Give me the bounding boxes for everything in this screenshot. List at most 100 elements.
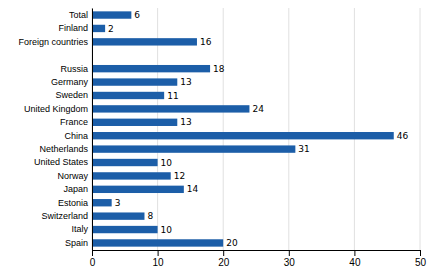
grid-line: [420, 8, 421, 250]
y-tick: Estonia: [58, 198, 88, 208]
x-tick-label: 40: [349, 257, 361, 268]
data-labels: 201083141210314613241113181626: [108, 10, 408, 248]
grid-line: [92, 8, 93, 250]
data-label: 6: [134, 10, 140, 20]
y-tick-label: Finland: [58, 23, 88, 33]
y-tick: Norway: [57, 171, 88, 181]
x-tick-label: 50: [415, 257, 427, 268]
y-tick: Foreign countries: [18, 37, 88, 47]
bars: [92, 11, 394, 246]
x-tick: 10: [153, 250, 165, 268]
y-tick: Finland: [58, 23, 88, 33]
x-tick: 40: [349, 250, 361, 268]
data-label: 13: [180, 117, 191, 127]
chart: 0 10 20 30 40 50 Spain Italy Switzerland Estonia J…: [0, 0, 442, 272]
y-tick: Germany: [51, 77, 89, 87]
x-tick-mark: [420, 250, 421, 256]
y-tick-label: United States: [34, 157, 89, 167]
bar: [92, 199, 112, 206]
bar: [92, 92, 164, 99]
y-axis: Spain Italy Switzerland Estonia Japan Norway U…: [18, 9, 92, 251]
y-tick-label: Italy: [71, 224, 88, 234]
x-tick: 50: [415, 250, 427, 268]
data-label: 46: [397, 131, 409, 141]
x-tick-mark: [354, 250, 355, 256]
x-tick-label: 20: [218, 257, 230, 268]
data-label: 10: [161, 225, 173, 235]
y-tick: Japan: [63, 184, 88, 194]
bar: [92, 78, 177, 85]
data-label: 8: [147, 211, 153, 221]
data-label: 18: [213, 64, 225, 74]
bar: [92, 186, 184, 193]
x-tick-mark: [158, 250, 159, 256]
plot: 0 10 20 30 40 50 Spain Italy Switzerland Estonia J…: [18, 8, 426, 268]
y-tick: United States: [34, 157, 89, 167]
y-tick-label: United Kingdom: [24, 104, 88, 114]
data-label: 11: [167, 91, 178, 101]
x-tick-label: 10: [153, 257, 165, 268]
y-tick-label: Germany: [51, 77, 89, 87]
y-tick-label: France: [60, 117, 88, 127]
y-tick-label: Russia: [60, 64, 88, 74]
y-tick-label: Japan: [63, 184, 88, 194]
grid-line: [354, 8, 355, 250]
y-axis-line: [92, 9, 93, 251]
y-tick-label: Sweden: [55, 90, 88, 100]
y-tick: United Kingdom: [24, 104, 88, 114]
bar: [92, 119, 177, 126]
grid-line: [223, 8, 224, 250]
bar: [92, 159, 158, 166]
data-label: 3: [115, 198, 121, 208]
bar: [92, 212, 144, 219]
x-tick-label: 30: [284, 257, 296, 268]
y-tick: Spain: [65, 238, 88, 248]
y-tick: Switzerland: [41, 211, 88, 221]
bar: [92, 11, 131, 18]
bar: [92, 226, 158, 233]
y-tick-label: Spain: [65, 238, 88, 248]
data-label: 13: [180, 77, 191, 87]
x-tick: 20: [218, 250, 230, 268]
bar: [92, 132, 394, 139]
bar: [92, 145, 295, 152]
data-label: 20: [226, 238, 238, 248]
y-tick: Netherlands: [39, 144, 88, 154]
x-tick: 30: [284, 250, 296, 268]
x-axis: 0 10 20 30 40 50: [90, 250, 427, 268]
data-label: 12: [174, 171, 185, 181]
y-tick: Russia: [60, 64, 88, 74]
y-tick-label: Total: [69, 10, 88, 20]
x-tick-mark: [223, 250, 224, 256]
y-tick-label: Foreign countries: [18, 37, 88, 47]
y-tick: Total: [69, 10, 88, 20]
grid: [92, 8, 420, 250]
y-tick: China: [64, 131, 88, 141]
bar: [92, 172, 171, 179]
y-tick: Italy: [71, 224, 88, 234]
x-tick-mark: [92, 250, 93, 256]
bar: [92, 25, 105, 32]
bar: [92, 239, 223, 246]
bar: [92, 38, 197, 45]
y-tick: Sweden: [55, 90, 88, 100]
y-tick-label: Netherlands: [39, 144, 88, 154]
x-tick-label: 0: [90, 257, 96, 268]
y-tick: France: [60, 117, 88, 127]
data-label: 24: [252, 104, 264, 114]
data-label: 10: [161, 158, 173, 168]
data-label: 31: [298, 144, 309, 154]
y-tick-label: Norway: [57, 171, 88, 181]
data-label: 16: [200, 37, 212, 47]
data-label: 14: [187, 184, 199, 194]
x-tick: 0: [90, 250, 96, 268]
y-tick-label: Estonia: [58, 198, 88, 208]
bar: [92, 65, 210, 72]
grid-line: [288, 8, 289, 250]
x-tick-mark: [289, 250, 290, 256]
data-label: 2: [108, 24, 114, 34]
y-tick-label: China: [64, 131, 88, 141]
x-axis-line: [93, 251, 421, 257]
y-tick-label: Switzerland: [41, 211, 88, 221]
bar: [92, 105, 249, 112]
